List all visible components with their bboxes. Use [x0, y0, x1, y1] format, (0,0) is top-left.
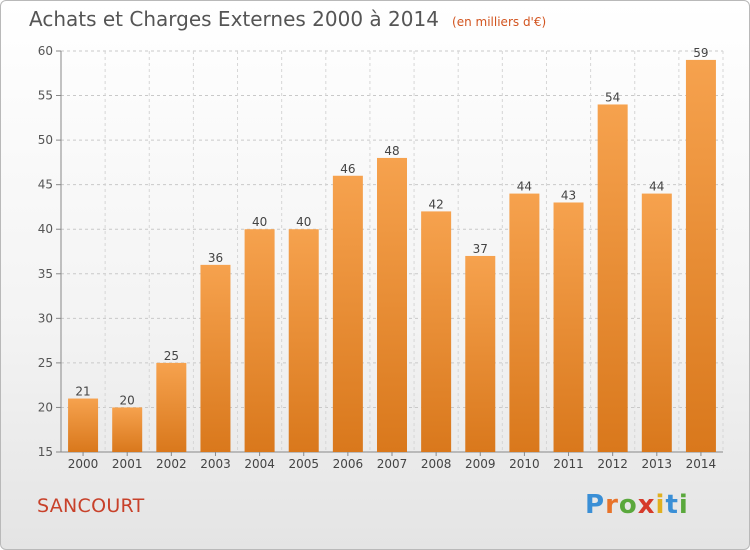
data-label-2011: 43: [561, 188, 576, 202]
data-label-2014: 59: [693, 46, 708, 60]
data-label-2002: 25: [164, 349, 179, 363]
chart-subtitle: (en milliers d'€): [452, 15, 547, 29]
data-label-2003: 36: [208, 251, 223, 265]
bar-2011: [553, 202, 584, 452]
x-tick-label: 2008: [421, 457, 452, 471]
bar-2006: [332, 175, 363, 452]
y-tick-label: 20: [38, 400, 53, 414]
bar-2013: [641, 193, 672, 453]
bar-2014: [685, 59, 716, 453]
x-tick-label: 2004: [244, 457, 275, 471]
bar-2003: [200, 264, 231, 452]
x-tick-label: 2011: [553, 457, 584, 471]
data-label-2000: 21: [75, 385, 90, 399]
y-tick-label: 60: [38, 44, 53, 58]
x-tick-label: 2014: [686, 457, 717, 471]
chart-title: Achats et Charges Externes 2000 à 2014: [29, 7, 439, 31]
proxiti-logo: Proxiti: [585, 490, 689, 520]
bar-2004: [244, 229, 275, 452]
y-tick-label: 50: [38, 133, 53, 147]
data-label-2010: 44: [517, 180, 532, 194]
data-label-2007: 48: [384, 144, 399, 158]
x-tick-label: 2006: [333, 457, 364, 471]
data-label-2013: 44: [649, 180, 664, 194]
y-tick-label: 25: [38, 356, 53, 370]
x-tick-label: 2003: [200, 457, 231, 471]
y-tick-label: 40: [38, 222, 53, 236]
bar-2010: [509, 193, 540, 453]
bar-2002: [156, 362, 187, 452]
bar-2001: [112, 407, 143, 452]
data-label-2012: 54: [605, 90, 620, 104]
y-tick-label: 15: [38, 445, 53, 459]
commune-name: SANCOURT: [37, 495, 145, 517]
x-tick-label: 2013: [642, 457, 673, 471]
data-label-2004: 40: [252, 215, 267, 229]
bars: [68, 59, 716, 453]
bar-2009: [465, 255, 496, 452]
data-labels: 21 20 25 36 40 40 46 48 42 37 44 43 54 44 59: [75, 46, 708, 408]
x-tick-label: 2005: [288, 457, 319, 471]
data-label-2006: 46: [340, 162, 355, 176]
y-tick-label: 45: [38, 178, 53, 192]
x-tick-label: 2000: [68, 457, 99, 471]
x-tick-label: 2010: [509, 457, 540, 471]
data-label-2001: 20: [120, 393, 135, 407]
x-tick-label: 2001: [112, 457, 143, 471]
y-tick-label: 55: [38, 89, 53, 103]
x-tick-label: 2007: [377, 457, 408, 471]
title-block: Achats et Charges Externes 2000 à 2014 (…: [29, 7, 546, 31]
data-label-2005: 40: [296, 215, 311, 229]
data-label-2008: 42: [428, 197, 443, 211]
bar-2005: [288, 229, 319, 452]
bar-2000: [68, 398, 99, 452]
bar-2012: [597, 104, 628, 452]
x-tick-label: 2009: [465, 457, 496, 471]
data-label-2009: 37: [473, 242, 488, 256]
y-tick-label: 30: [38, 311, 53, 325]
y-tick-label: 35: [38, 267, 53, 281]
x-tick-label: 2002: [156, 457, 187, 471]
bar-2008: [421, 211, 452, 452]
bar-2007: [377, 157, 407, 452]
x-tick-label: 2012: [597, 457, 628, 471]
